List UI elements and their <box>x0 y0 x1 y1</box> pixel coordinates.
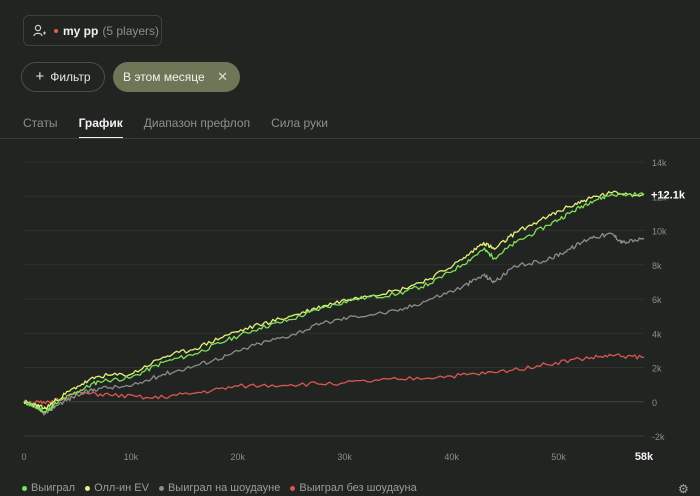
x-tick-label: 0 <box>21 452 26 462</box>
x-end-label: 58k <box>635 451 654 463</box>
legend-label: Выиграл <box>31 482 76 494</box>
tab-divider <box>0 138 700 139</box>
y-tick-label: 6k <box>652 295 662 305</box>
x-tick-label: 10k <box>124 452 139 462</box>
user-group-icon <box>33 24 46 36</box>
player-selector[interactable]: my pp (5 players) <box>23 15 162 46</box>
gear-icon[interactable]: ⚙ <box>678 482 689 496</box>
player-count: (5 players) <box>102 23 160 38</box>
active-filter-label: В этом месяце <box>123 70 205 84</box>
player-name: my pp <box>63 23 99 38</box>
legend-item-non-showdown[interactable]: Выиграл без шоудауна <box>290 482 417 494</box>
add-filter-button[interactable]: + Фильтр <box>21 62 105 92</box>
legend-dot-showdown <box>158 485 164 491</box>
profit-chart[interactable]: -2k 0 2k 4k 6k 8k 10k 12k 14k 0 10k 20k 30k 40k 50k 58k… <box>0 140 700 492</box>
tab-hand-strength[interactable]: Сила руки <box>271 116 328 130</box>
tab-stats[interactable]: Статы <box>23 116 58 130</box>
legend-label: Выиграл без шоудауна <box>299 482 417 494</box>
y-tick-label: 12k <box>652 192 667 202</box>
y-tick-label: 14k <box>652 158 667 168</box>
end-value-label: +12.1k <box>651 190 686 202</box>
series-line <box>23 190 645 411</box>
x-tick-label: 40k <box>444 452 459 462</box>
series-line <box>23 192 645 414</box>
y-tick-label: 10k <box>652 227 667 237</box>
status-dot <box>54 28 58 33</box>
series-line <box>23 353 645 405</box>
legend-item-allin-ev[interactable]: Олл-ин EV <box>85 482 149 494</box>
legend-item-showdown[interactable]: Выиграл на шоудауне <box>158 482 281 494</box>
tab-bar: Статы График Диапазон префлоп Сила руки <box>23 116 328 139</box>
legend-dot-non-showdown <box>290 485 296 491</box>
active-filter-chip[interactable]: В этом месяце ✕ <box>113 62 240 92</box>
legend-dot-won <box>22 485 27 491</box>
y-tick-label: 0 <box>652 398 657 408</box>
legend-item-won[interactable]: Выиграл <box>22 482 75 494</box>
x-tick-label: 30k <box>337 452 352 462</box>
chart-legend: Выиграл Олл-ин EV Выиграл на шоудауне Вы… <box>22 482 417 494</box>
legend-label: Выиграл на шоудауне <box>167 482 281 494</box>
close-icon[interactable]: ✕ <box>217 69 228 84</box>
y-tick-label: 2k <box>652 364 662 374</box>
x-tick-label: 20k <box>231 452 246 462</box>
plus-icon: + <box>35 68 45 85</box>
tab-preflop-range[interactable]: Диапазон префлоп <box>143 116 251 130</box>
add-filter-label: Фильтр <box>50 70 91 84</box>
series-line <box>23 232 645 416</box>
y-tick-label: -2k <box>652 432 665 442</box>
y-tick-label: 8k <box>652 261 662 271</box>
x-tick-label: 50k <box>551 452 566 462</box>
legend-dot-allin-ev <box>85 485 91 491</box>
tab-graph[interactable]: График <box>78 116 123 139</box>
y-tick-label: 4k <box>652 329 662 339</box>
legend-label: Олл-ин EV <box>94 482 149 494</box>
